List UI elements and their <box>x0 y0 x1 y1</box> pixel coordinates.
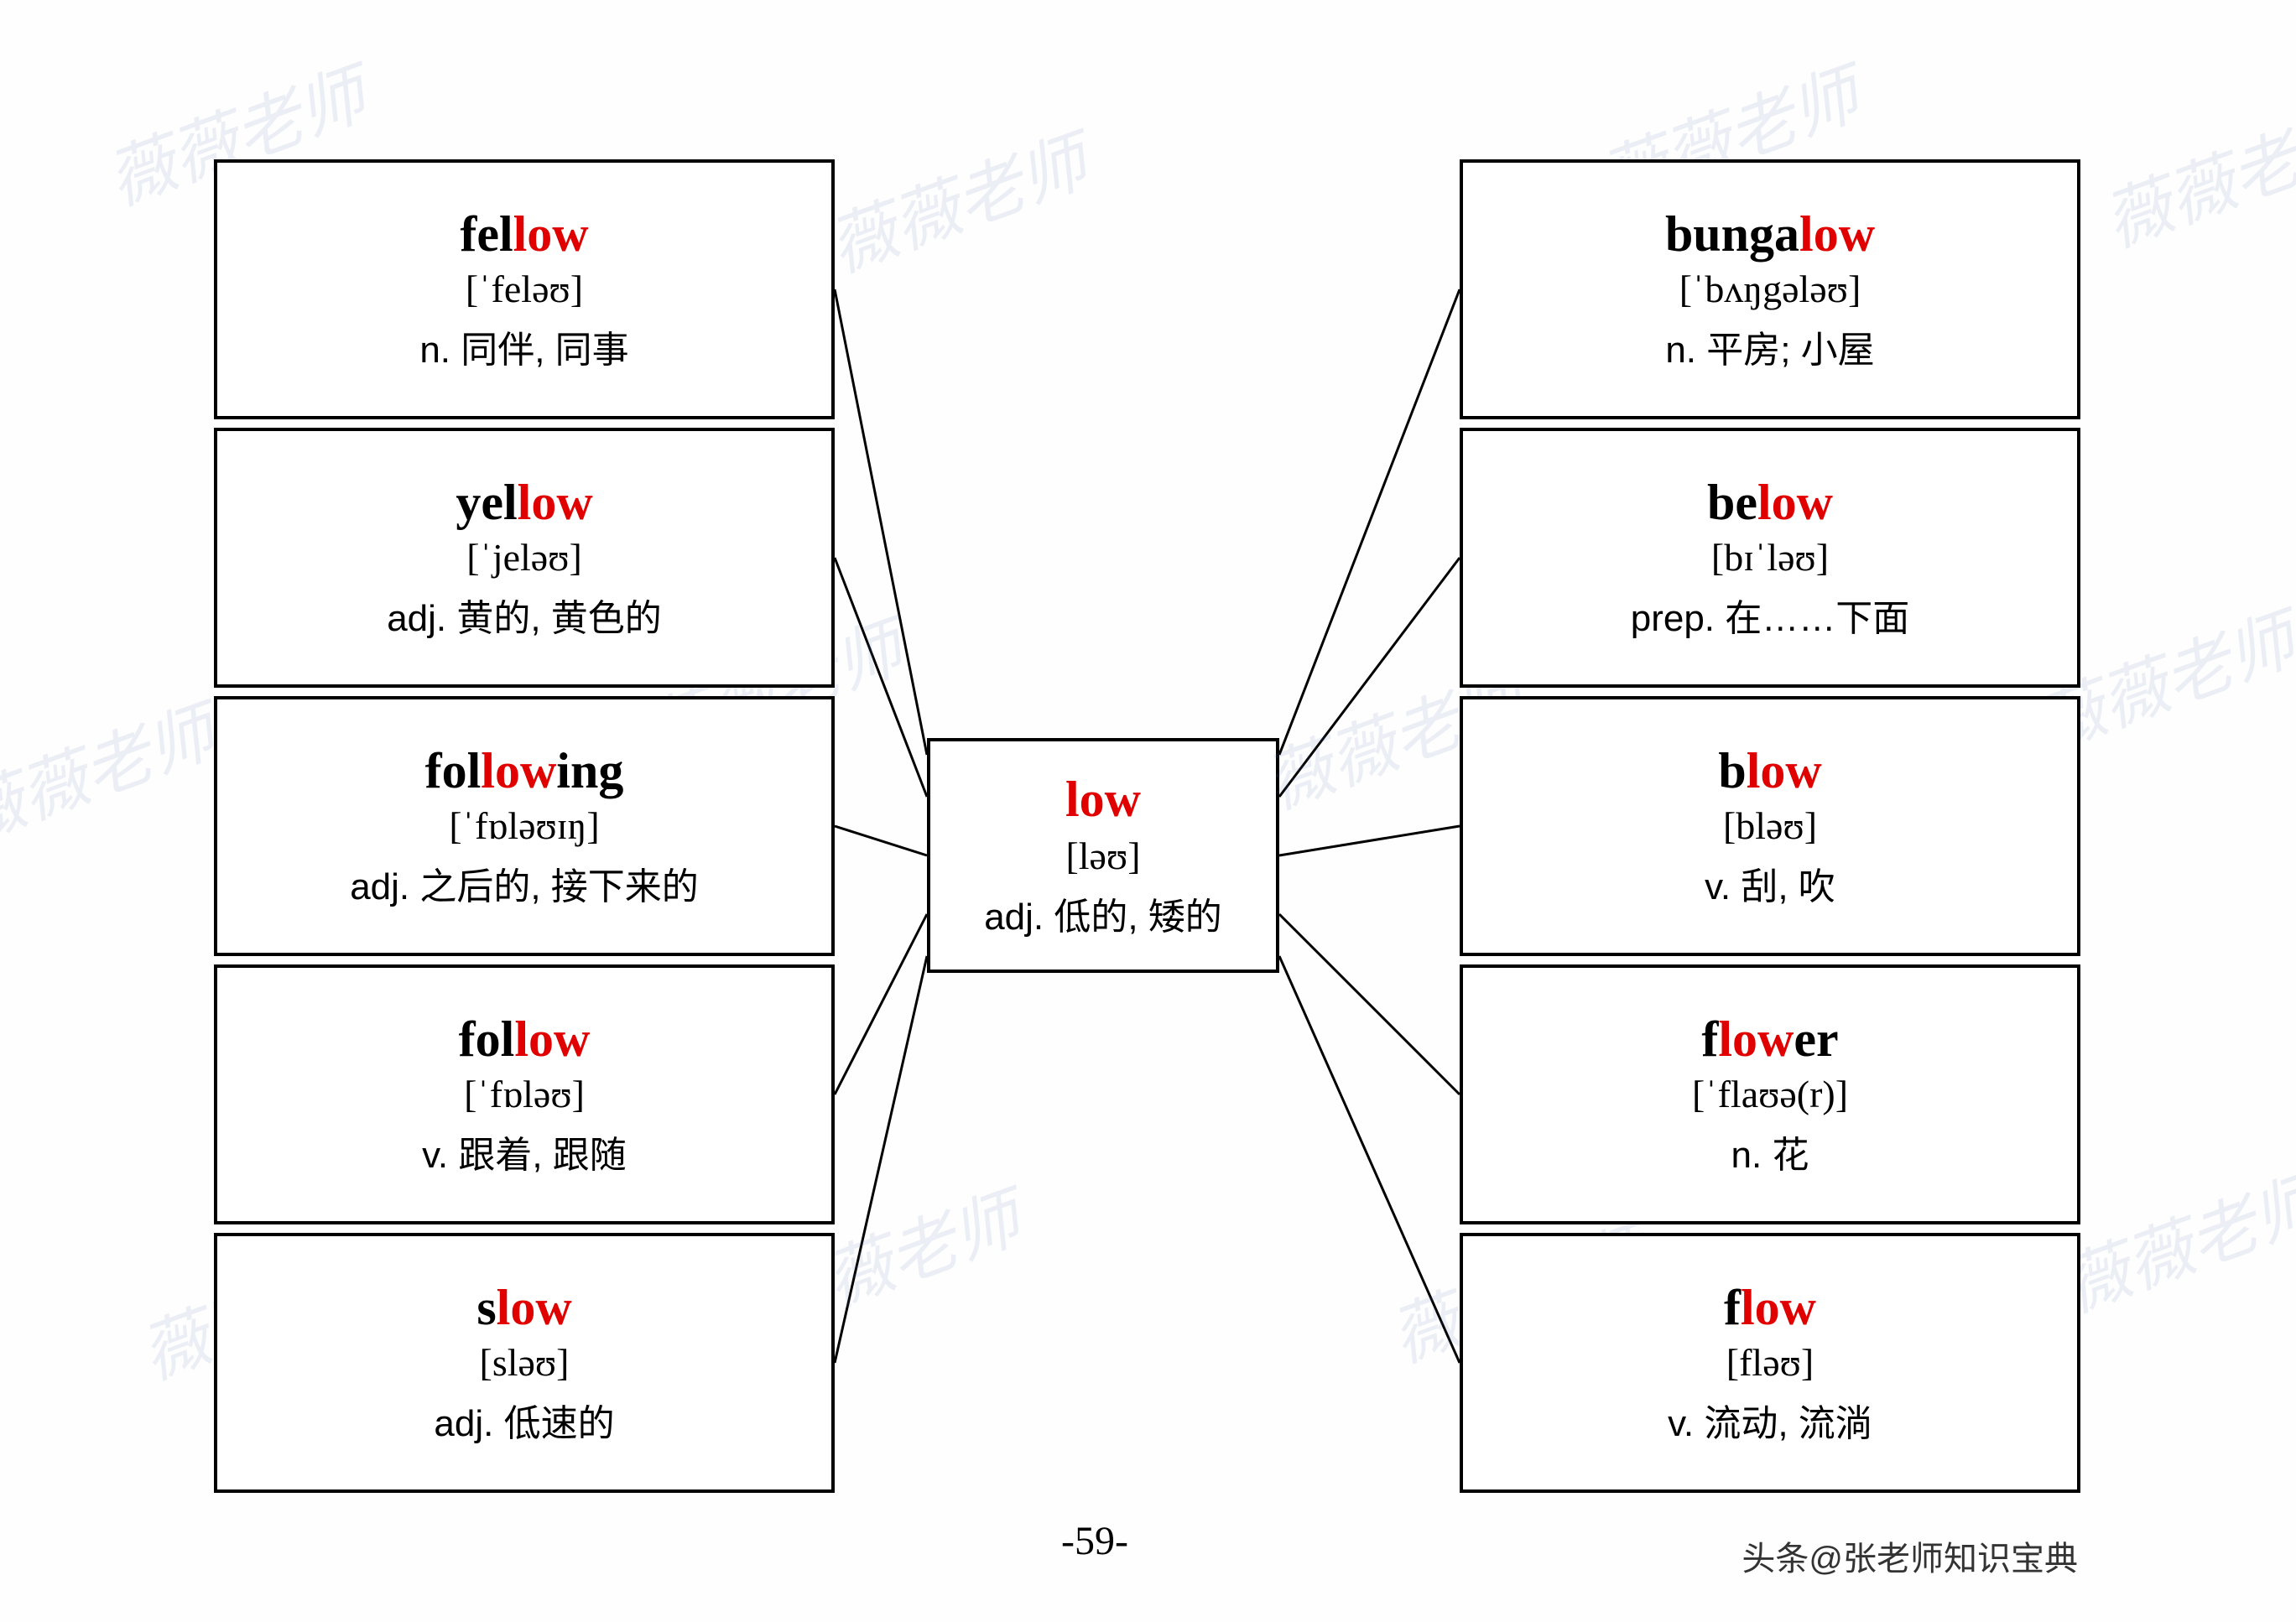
definition-text: adj. 之后的, 接下来的 <box>350 856 699 910</box>
word-title: blow <box>1718 743 1821 798</box>
center-word: low <box>1065 771 1141 829</box>
phonetic-text: [ˈfeləʊ] <box>466 267 583 311</box>
definition-text: n. 花 <box>1731 1125 1809 1178</box>
phonetic-text: [ˈfɒləʊ] <box>464 1072 585 1116</box>
phonetic-text: [ˈfɒləʊɪŋ] <box>449 803 599 848</box>
center-card: low [ləʊ] adj. 低的, 矮的 <box>927 738 1279 973</box>
word-card-right-1: below [bɪˈləʊ] prep. 在……下面 <box>1460 428 2080 688</box>
definition-text: adj. 低速的 <box>434 1393 614 1447</box>
word-card-left-1: yellow [ˈjeləʊ] adj. 黄的, 黄色的 <box>214 428 835 688</box>
watermark-text: 薇薇老师 <box>0 678 226 861</box>
word-card-left-0: fellow [ˈfeləʊ] n. 同伴, 同事 <box>214 159 835 419</box>
definition-text: prep. 在……下面 <box>1631 588 1910 642</box>
word-card-right-3: flower [ˈflaʊə(r)] n. 花 <box>1460 964 2080 1224</box>
definition-text: v. 刮, 吹 <box>1705 856 1835 910</box>
phonetic-text: [bɪˈləʊ] <box>1711 535 1829 580</box>
phonetic-text: [bləʊ] <box>1723 803 1817 848</box>
definition-text: v. 流动, 流淌 <box>1668 1393 1872 1447</box>
watermark-text: 薇薇老师 <box>2089 83 2296 266</box>
phonetic-text: [ˈjeləʊ] <box>466 535 582 580</box>
definition-text: adj. 黄的, 黄色的 <box>387 588 662 642</box>
word-title: slow <box>476 1280 571 1335</box>
watermark-text: 薇薇老师 <box>2047 1148 2296 1331</box>
word-title: follow <box>459 1011 591 1067</box>
word-title: bungalow <box>1665 206 1875 262</box>
phonetic-text: [sləʊ] <box>480 1340 570 1385</box>
credit-text: 头条@张老师知识宝典 <box>1742 1531 2078 1580</box>
word-title: flow <box>1724 1280 1816 1335</box>
definition-text: n. 同伴, 同事 <box>419 320 628 373</box>
word-title: fellow <box>460 206 588 262</box>
word-title: flower <box>1701 1011 1838 1067</box>
word-card-left-2: following [ˈfɒləʊɪŋ] adj. 之后的, 接下来的 <box>214 696 835 956</box>
definition-text: v. 跟着, 跟随 <box>422 1125 627 1178</box>
phonetic-text: [ˈbʌŋgələʊ] <box>1679 267 1861 311</box>
word-card-right-4: flow [fləʊ] v. 流动, 流淌 <box>1460 1233 2080 1493</box>
word-title: yellow <box>456 475 592 530</box>
page-number: -59- <box>1061 1518 1128 1564</box>
word-title: following <box>425 743 624 798</box>
word-card-right-2: blow [bləʊ] v. 刮, 吹 <box>1460 696 2080 956</box>
center-definition: adj. 低的, 矮的 <box>984 886 1222 940</box>
word-card-right-0: bungalow [ˈbʌŋgələʊ] n. 平房; 小屋 <box>1460 159 2080 419</box>
definition-text: n. 平房; 小屋 <box>1665 320 1874 373</box>
watermark-text: 薇薇老师 <box>814 108 1099 291</box>
phonetic-text: [ˈflaʊə(r)] <box>1692 1072 1848 1116</box>
word-title: below <box>1707 475 1833 530</box>
word-card-left-3: follow [ˈfɒləʊ] v. 跟着, 跟随 <box>214 964 835 1224</box>
word-card-left-4: slow [sləʊ] adj. 低速的 <box>214 1233 835 1493</box>
center-phonetic: [ləʊ] <box>1065 834 1140 878</box>
phonetic-text: [fləʊ] <box>1726 1340 1814 1385</box>
